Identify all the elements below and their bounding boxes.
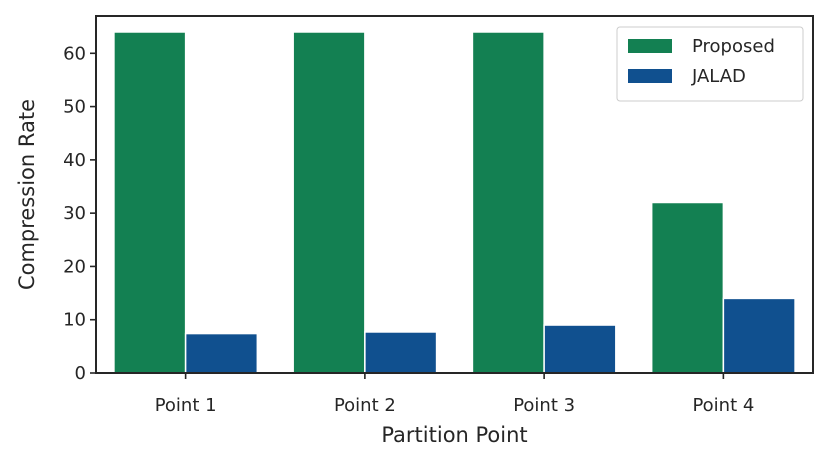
bar-proposed-point-4 [650, 201, 725, 374]
legend-swatch-jalad [628, 69, 672, 83]
bars [113, 31, 796, 374]
y-tick-label: 50 [63, 97, 86, 118]
legend-label-jalad: JALAD [691, 66, 746, 87]
y-tick-label: 60 [63, 43, 86, 64]
x-tick-label: Point 2 [334, 395, 396, 416]
legend-label-proposed: Proposed [692, 36, 775, 57]
x-tick-label: Point 3 [513, 395, 575, 416]
y-axis-ticks: 0 10 20 30 40 50 60 [63, 43, 96, 384]
bar-jalad-point-1 [184, 332, 259, 374]
bar-jalad-point-3 [543, 324, 617, 374]
bar-proposed-point-2 [292, 31, 366, 374]
y-axis-label: Compression Rate [15, 99, 39, 290]
x-tick-label: Point 4 [692, 395, 754, 416]
y-tick-label: 40 [63, 150, 86, 171]
y-tick-label: 0 [75, 363, 86, 384]
x-axis-label: Partition Point [381, 423, 527, 447]
x-tick-label: Point 1 [155, 395, 217, 416]
bar-proposed-point-3 [471, 31, 545, 374]
x-axis-ticks: Point 1 Point 2 Point 3 Point 4 [155, 373, 754, 416]
bar-proposed-point-1 [113, 31, 187, 374]
y-tick-label: 20 [63, 256, 86, 277]
legend-swatch-proposed [628, 39, 672, 53]
bar-jalad-point-4 [722, 297, 796, 374]
legend: Proposed JALAD [616, 26, 804, 102]
y-tick-label: 10 [63, 310, 86, 331]
plot-frame [95, 15, 814, 374]
bar-jalad-point-2 [364, 331, 438, 374]
y-tick-label: 30 [63, 203, 86, 224]
